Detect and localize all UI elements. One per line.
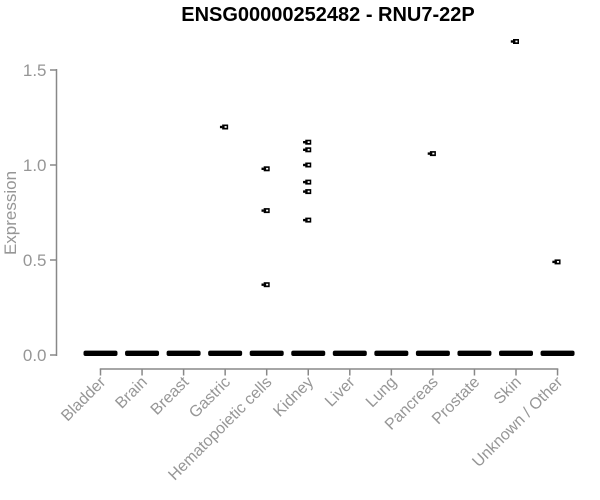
x-category-label: Breast	[148, 373, 193, 418]
zero-cluster-dash	[499, 350, 533, 356]
zero-cluster-dash	[415, 350, 450, 356]
data-point-hollow-center	[224, 126, 227, 128]
data-point-jitter	[510, 40, 514, 43]
data-point-jitter	[427, 152, 431, 155]
data-point-hollow-center	[556, 261, 560, 263]
zero-cluster-dash	[457, 350, 492, 356]
data-point-hollow-center	[307, 141, 310, 143]
y-tick-label: 0.0	[23, 346, 47, 365]
data-point-jitter	[261, 167, 264, 170]
data-point-jitter	[303, 218, 306, 222]
data-point-hollow-center	[307, 164, 310, 166]
zero-cluster-dash	[125, 350, 160, 356]
zero-cluster-dash	[208, 350, 243, 356]
chart-title: ENSG00000252482 - RNU7-22P	[181, 4, 475, 26]
data-point-hollow-center	[266, 209, 269, 212]
y-axis-title: Expression	[1, 171, 20, 255]
data-point-hollow-center	[307, 190, 310, 193]
y-tick-label: 0.5	[23, 251, 47, 270]
zero-cluster-dash	[83, 350, 118, 356]
zero-cluster-dash	[374, 350, 409, 356]
data-point-hollow-center	[515, 40, 518, 43]
data-point-hollow-center	[307, 148, 310, 151]
data-point-hollow-center	[266, 283, 269, 286]
x-category-label: Brain	[112, 374, 150, 412]
zero-cluster-dash	[166, 350, 201, 356]
data-point-hollow-center	[307, 219, 310, 221]
y-tick-label: 1.5	[23, 61, 47, 80]
data-point-hollow-center	[266, 167, 269, 170]
zero-cluster-dash	[249, 350, 284, 356]
data-point-jitter	[303, 190, 306, 193]
data-point-jitter	[303, 180, 306, 184]
data-point-hollow-center	[432, 152, 435, 155]
zero-cluster-dash	[540, 350, 575, 356]
x-category-label: Bladder	[58, 373, 109, 424]
zero-cluster-dash	[332, 350, 367, 356]
y-tick-label: 1.0	[23, 156, 47, 175]
data-point-jitter	[261, 209, 264, 212]
data-point-jitter	[552, 260, 555, 264]
data-point-jitter	[261, 283, 264, 286]
zero-cluster-dash	[291, 350, 326, 356]
x-category-label: Liver	[322, 373, 359, 410]
x-category-label: Kidney	[270, 374, 317, 421]
data-point-jitter	[303, 148, 306, 151]
data-point-jitter	[303, 163, 306, 167]
x-category-label: Lung	[363, 374, 400, 411]
data-point-hollow-center	[307, 181, 310, 183]
x-category-label: Skin	[491, 374, 525, 408]
data-point-jitter	[219, 125, 223, 129]
data-point-jitter	[303, 141, 306, 144]
